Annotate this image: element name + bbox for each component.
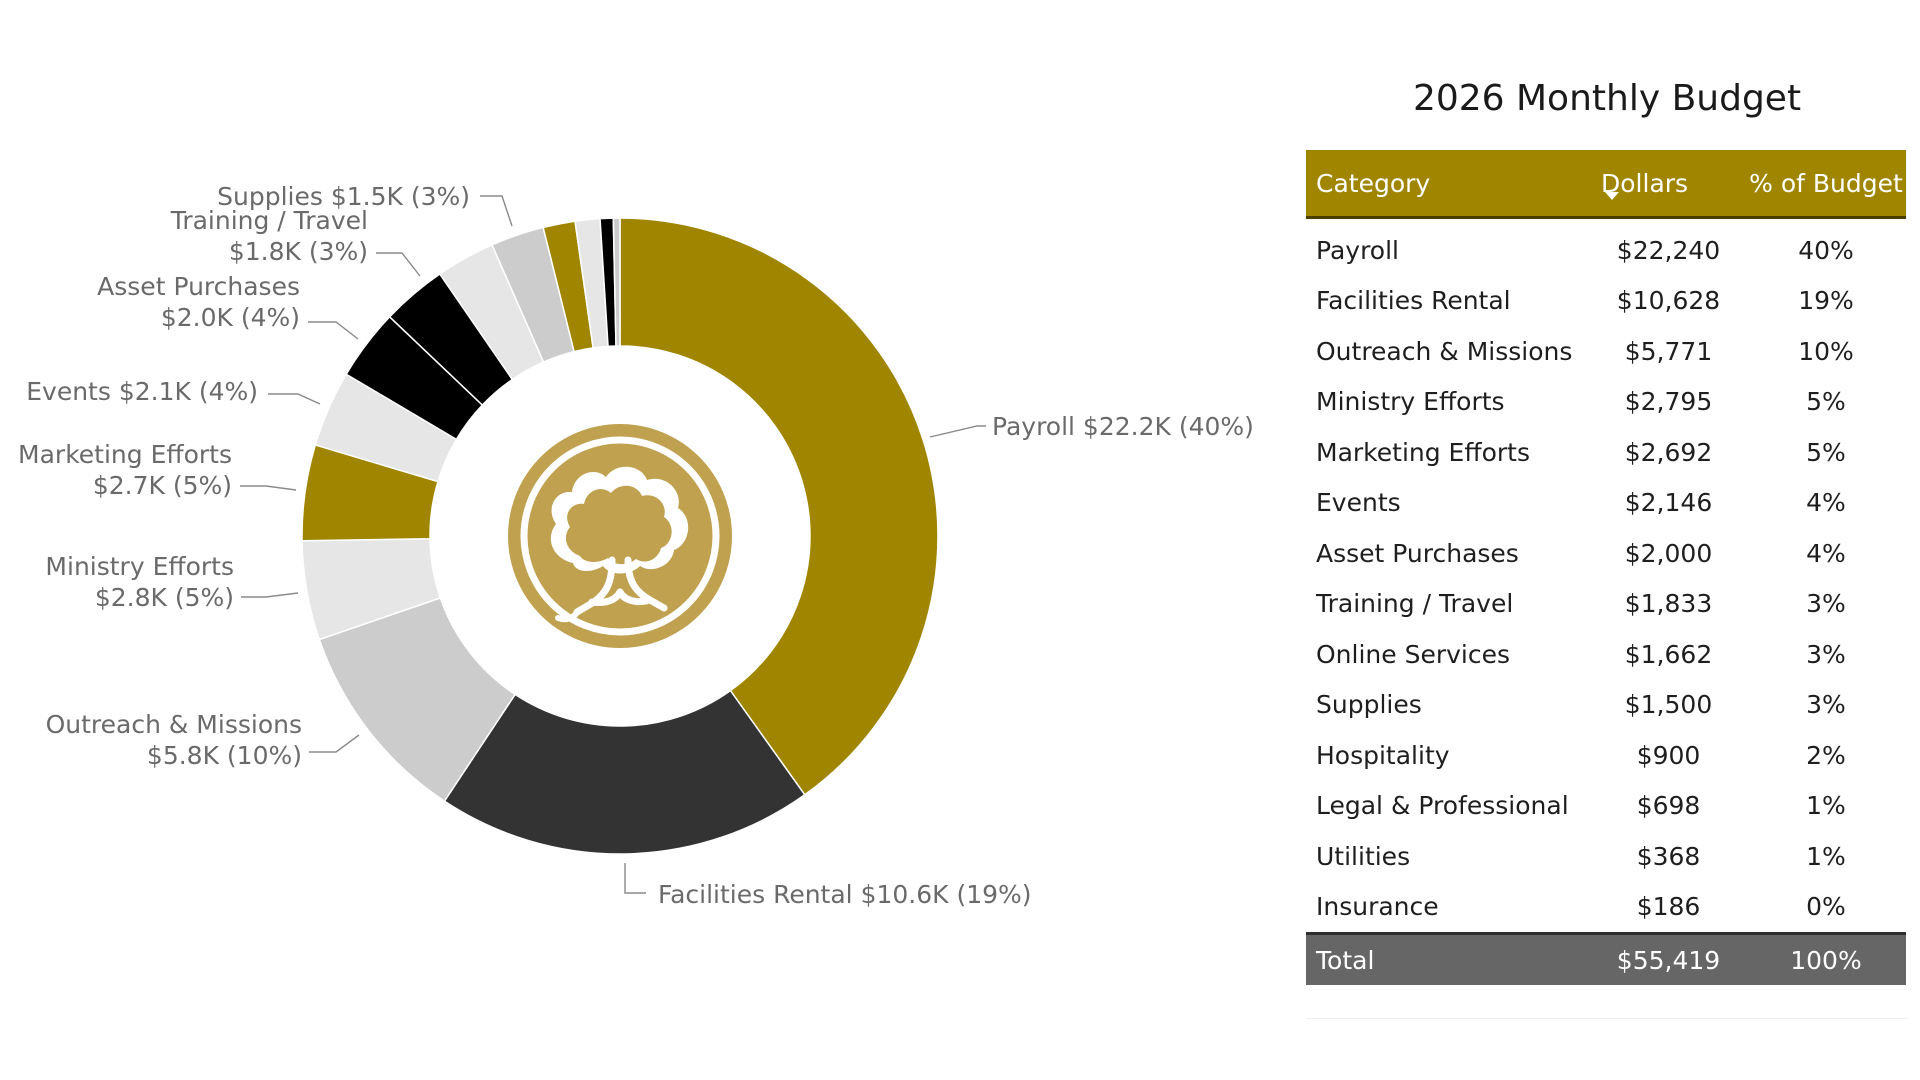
column-header-dollars[interactable]: Dollars <box>1591 150 1746 219</box>
row-percent: 2% <box>1806 740 1846 770</box>
row-category: Hospitality <box>1316 740 1450 770</box>
table-row: Training / Travel $1,833 3% <box>1306 579 1906 630</box>
table-row: Hospitality $900 2% <box>1306 730 1906 781</box>
tree-logo-icon <box>508 424 732 648</box>
leader-line-payroll <box>929 425 986 438</box>
row-dollars: $10,628 <box>1616 286 1721 316</box>
row-dollars: $186 <box>1636 892 1701 922</box>
table-row: Payroll $22,240 40% <box>1306 218 1906 276</box>
slice-label-ministry-efforts: Ministry Efforts $2.8K (5%) <box>45 552 234 612</box>
slice-label-marketing-efforts: Marketing Efforts $2.7K (5%) <box>18 440 232 500</box>
row-percent: 19% <box>1798 286 1854 316</box>
slice-facilities-rental[interactable] <box>443 689 806 855</box>
budget-table-panel: 2026 Monthly Budget Category Dollars % o… <box>1306 0 1908 1080</box>
row-category: Online Services <box>1316 639 1511 669</box>
table-row: Online Services $1,662 3% <box>1306 629 1906 680</box>
total-percent: 100% <box>1746 932 1906 985</box>
leader-line-facilities-rental <box>624 863 646 894</box>
table-row: Legal & Professional $698 1% <box>1306 781 1906 832</box>
table-row: Utilities $368 1% <box>1306 831 1906 882</box>
table-body: Payroll $22,240 40% Facilities Rental $10,62… <box>1306 218 1906 934</box>
table-row: Marketing Efforts $2,692 5% <box>1306 427 1906 478</box>
row-percent: 5% <box>1806 387 1846 417</box>
row-percent: 40% <box>1798 235 1854 265</box>
row-dollars: $1,500 <box>1624 690 1713 720</box>
leader-line-training-travel <box>376 252 421 277</box>
row-dollars: $2,000 <box>1624 538 1713 568</box>
panel-bottom-rule <box>1306 1018 1908 1019</box>
table-header-row: Category Dollars % of Budget <box>1306 150 1906 219</box>
row-percent: 4% <box>1806 538 1846 568</box>
row-dollars: $2,795 <box>1624 387 1713 417</box>
row-category: Ministry Efforts <box>1316 387 1505 417</box>
row-percent: 0% <box>1806 892 1846 922</box>
slice-labels: Payroll $22.2K (40%) Facilities Rental $1… <box>18 182 1254 909</box>
table-row: Facilities Rental $10,628 19% <box>1306 276 1906 327</box>
leader-line-asset-purchases <box>308 321 359 340</box>
row-percent: 5% <box>1806 437 1846 467</box>
row-dollars: $22,240 <box>1616 235 1721 265</box>
slice-payroll[interactable] <box>619 217 939 796</box>
row-percent: 1% <box>1806 791 1846 821</box>
slice-leader-lines <box>240 195 986 894</box>
row-dollars: $1,833 <box>1624 589 1713 619</box>
row-percent: 3% <box>1806 639 1846 669</box>
row-dollars: $368 <box>1636 841 1701 871</box>
row-category: Training / Travel <box>1316 589 1514 619</box>
table-row: Events $2,146 4% <box>1306 478 1906 529</box>
row-category: Insurance <box>1316 892 1439 922</box>
table-total-row: Total $55,419 100% <box>1306 932 1906 985</box>
donut-chart-svg: Payroll $22.2K (40%) Facilities Rental $1… <box>18 182 1254 909</box>
row-category: Asset Purchases <box>1316 538 1519 568</box>
slice-label-outreach-missions: Outreach & Missions $5.8K (10%) <box>46 710 302 770</box>
leader-line-supplies <box>480 195 513 227</box>
row-dollars: $2,146 <box>1624 488 1713 518</box>
table-row: Insurance $186 0% <box>1306 882 1906 934</box>
leader-line-marketing-efforts <box>240 485 297 491</box>
row-dollars: $1,662 <box>1624 639 1713 669</box>
slice-label-training-travel: Training / Travel $1.8K (3%) <box>170 206 368 266</box>
row-category: Events <box>1316 488 1401 518</box>
slice-label-events: Events $2.1K (4%) <box>26 377 258 406</box>
leader-line-ministry-efforts <box>241 592 299 598</box>
leader-line-events <box>268 393 321 405</box>
row-category: Payroll <box>1316 235 1399 265</box>
column-header-percent[interactable]: % of Budget <box>1746 150 1906 219</box>
row-percent: 1% <box>1806 841 1846 871</box>
row-percent: 10% <box>1798 336 1854 366</box>
slice-label-facilities-rental: Facilities Rental $10.6K (19%) <box>658 880 1032 909</box>
donut-slices <box>301 217 939 855</box>
row-category: Marketing Efforts <box>1316 437 1530 467</box>
donut-chart: Payroll $22.2K (40%) Facilities Rental $1… <box>18 182 1254 909</box>
row-dollars: $5,771 <box>1624 336 1713 366</box>
row-percent: 3% <box>1806 589 1846 619</box>
sort-descending-icon <box>1605 192 1619 200</box>
table-title: 2026 Monthly Budget <box>1412 78 1802 119</box>
row-dollars: $698 <box>1636 791 1701 821</box>
row-percent: 4% <box>1806 488 1846 518</box>
row-dollars: $2,692 <box>1624 437 1713 467</box>
slice-label-payroll: Payroll $22.2K (40%) <box>992 412 1254 441</box>
budget-table: Category Dollars % of Budget Payroll $22,… <box>1306 150 1906 985</box>
table-row: Supplies $1,500 3% <box>1306 680 1906 731</box>
leader-line-outreach-missions <box>309 734 360 753</box>
column-header-category[interactable]: Category <box>1306 150 1591 219</box>
table-row: Outreach & Missions $5,771 10% <box>1306 326 1906 377</box>
slice-label-supplies: Supplies $1.5K (3%) <box>217 182 470 211</box>
row-percent: 3% <box>1806 690 1846 720</box>
slice-insurance[interactable] <box>612 217 621 347</box>
row-dollars: $900 <box>1636 740 1701 770</box>
total-dollars: $55,419 <box>1591 932 1746 985</box>
row-category: Supplies <box>1316 690 1422 720</box>
row-category: Utilities <box>1316 841 1411 871</box>
row-category: Outreach & Missions <box>1316 336 1573 366</box>
row-category: Facilities Rental <box>1316 286 1511 316</box>
total-label: Total <box>1306 932 1591 985</box>
slice-label-asset-purchases: Asset Purchases $2.0K (4%) <box>97 272 300 332</box>
table-row: Asset Purchases $2,000 4% <box>1306 528 1906 579</box>
row-category: Legal & Professional <box>1316 791 1569 821</box>
table-row: Ministry Efforts $2,795 5% <box>1306 377 1906 428</box>
